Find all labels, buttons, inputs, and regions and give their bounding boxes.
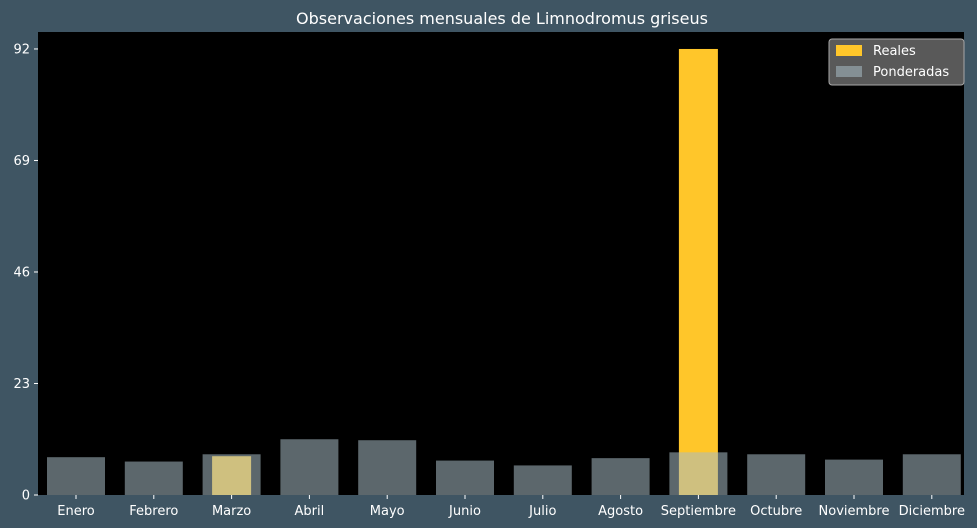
y-tick-label: 23 xyxy=(13,377,30,392)
x-tick-label-febrero: Febrero xyxy=(129,504,178,519)
x-tick-label-marzo: Marzo xyxy=(212,504,251,519)
x-tick-label-mayo: Mayo xyxy=(370,504,405,519)
bar-ponderadas-julio xyxy=(513,465,572,495)
legend-label-reales: Reales xyxy=(873,44,916,59)
bar-reales-septiembre xyxy=(678,48,718,495)
bar-ponderadas-noviembre xyxy=(825,459,883,495)
x-tick-label-enero: Enero xyxy=(57,504,95,519)
series-reales xyxy=(212,48,718,495)
x-tick-label-abril: Abril xyxy=(295,504,325,519)
y-tick-label: 69 xyxy=(13,154,30,169)
x-tick-label-junio: Junio xyxy=(448,504,481,519)
legend-box xyxy=(828,38,965,86)
x-tick-label-agosto: Agosto xyxy=(598,504,643,519)
plot-area xyxy=(38,32,964,495)
chart-title: Observaciones mensuales de Limnodromus g… xyxy=(296,9,708,28)
y-tick-label: 92 xyxy=(13,42,30,57)
x-tick-label-julio: Julio xyxy=(528,504,556,519)
y-axis: 0 23 46 69 92 xyxy=(13,42,38,504)
bar-ponderadas-agosto xyxy=(591,458,650,495)
x-tick-label-diciembre: Diciembre xyxy=(899,504,965,519)
x-tick-label-septiembre: Septiembre xyxy=(661,504,736,519)
legend-label-ponderadas: Ponderadas xyxy=(873,65,949,80)
bar-ponderadas-diciembre xyxy=(902,454,961,495)
legend-swatch-ponderadas xyxy=(836,66,862,77)
bar-ponderadas-septiembre xyxy=(669,452,728,495)
series-ponderadas xyxy=(47,439,961,495)
bar-ponderadas-mayo xyxy=(358,440,417,495)
y-tick-label: 0 xyxy=(22,489,30,504)
legend: Reales Ponderadas xyxy=(828,38,965,86)
x-axis: Enero Febrero Marzo Abril Mayo Junio Julio Agos… xyxy=(57,495,965,519)
bar-ponderadas-abril xyxy=(280,439,339,495)
y-tick-label: 46 xyxy=(13,265,30,280)
bar-ponderadas-febrero xyxy=(124,461,183,495)
bar-ponderadas-marzo xyxy=(202,454,261,495)
bar-ponderadas-junio xyxy=(436,460,494,495)
bar-ponderadas-octubre xyxy=(747,454,806,495)
x-tick-label-noviembre: Noviembre xyxy=(819,504,890,519)
bar-ponderadas-enero xyxy=(47,457,105,495)
x-tick-label-octubre: Octubre xyxy=(750,504,802,519)
legend-swatch-reales xyxy=(836,45,862,56)
